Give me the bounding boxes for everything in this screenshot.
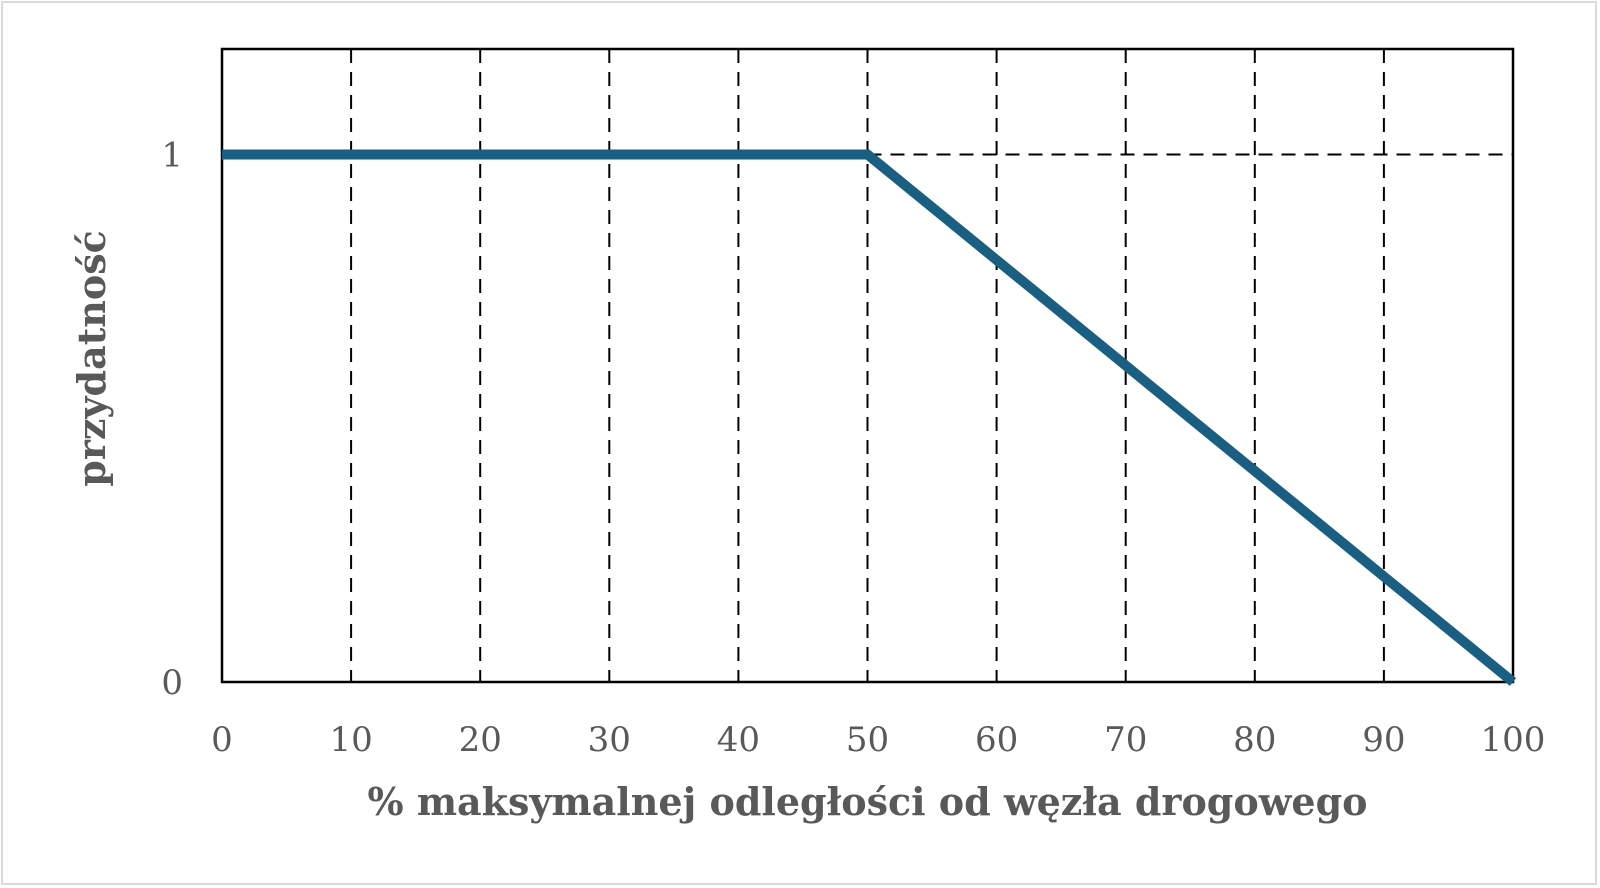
x-tick-label-70: 70: [1104, 720, 1147, 760]
x-tick-label-10: 10: [329, 720, 372, 760]
series-layer: [222, 149, 1517, 686]
series-line-0: [222, 149, 1517, 686]
x-tick-labels: 0 10 20 30 40 50 60 70 80 90 100: [211, 720, 1545, 760]
x-tick-label-40: 40: [717, 720, 760, 760]
y-tick-labels: 01: [161, 136, 183, 704]
x-tick-label-90: 90: [1362, 720, 1405, 760]
x-tick-label-50: 50: [846, 720, 889, 760]
x-tick-label-100: 100: [1481, 720, 1546, 760]
y-tick-label-0: 0: [161, 663, 183, 703]
x-tick-label-0: 0: [211, 720, 233, 760]
x-axis-title: % maksymalnej odległości od węzła drogow…: [367, 779, 1367, 824]
x-tick-label-60: 60: [975, 720, 1018, 760]
plot-area-border: [220, 47, 1515, 684]
x-tick-label-30: 30: [588, 720, 631, 760]
x-tick-label-20: 20: [459, 720, 502, 760]
x-tick-label-80: 80: [1233, 720, 1276, 760]
y-tick-label-1: 1: [161, 136, 183, 176]
y-axis-title: przydatność: [69, 230, 114, 487]
grid-layer: [350, 49, 1513, 682]
